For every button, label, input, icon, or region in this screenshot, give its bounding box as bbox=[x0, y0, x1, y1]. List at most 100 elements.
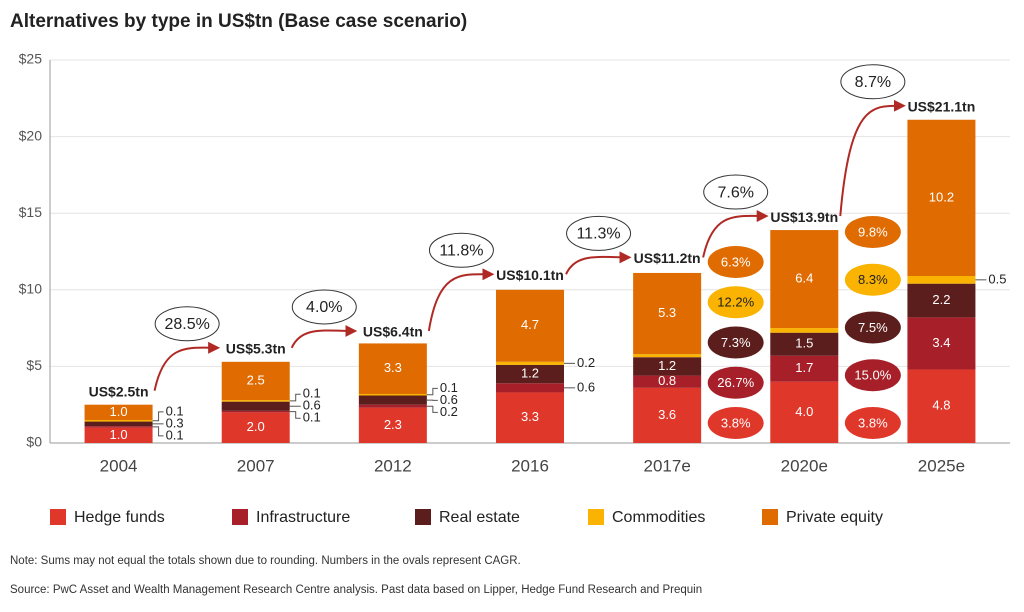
total-label: US$5.3tn bbox=[226, 341, 286, 357]
cagr-oval bbox=[707, 286, 764, 319]
legend-swatch bbox=[50, 509, 66, 525]
growth-label: 28.5% bbox=[164, 316, 209, 333]
cagr-label: 12.2% bbox=[717, 295, 754, 310]
legend-label: Real estate bbox=[439, 509, 520, 526]
bar-segment bbox=[221, 401, 290, 411]
total-label: US$13.9tn bbox=[770, 209, 838, 225]
x-tick-label: 2017e bbox=[644, 456, 691, 475]
data-label: 1.0 bbox=[110, 404, 128, 419]
data-label: 2.2 bbox=[932, 292, 950, 307]
bar-segment bbox=[770, 328, 839, 333]
legend-swatch bbox=[232, 509, 248, 525]
data-label: 0.2 bbox=[440, 404, 458, 419]
legend-swatch bbox=[415, 509, 431, 525]
data-label: 1.7 bbox=[795, 360, 813, 375]
data-label: 0.1 bbox=[166, 403, 184, 418]
growth-label: 11.8% bbox=[439, 242, 483, 259]
data-label: 5.3 bbox=[658, 305, 676, 320]
data-label: 0.3 bbox=[166, 415, 184, 430]
growth-oval bbox=[566, 215, 632, 251]
total-label: US$10.1tn bbox=[496, 267, 564, 283]
bar-segment bbox=[770, 381, 839, 443]
data-label: 0.1 bbox=[166, 427, 184, 442]
data-label: 2.5 bbox=[247, 372, 265, 387]
legend-label: Private equity bbox=[786, 509, 883, 526]
bar-segment bbox=[358, 343, 427, 394]
cagr-oval bbox=[844, 263, 901, 296]
bar-segment bbox=[907, 369, 976, 443]
bar-segment bbox=[907, 283, 976, 318]
bar-segment bbox=[221, 410, 290, 413]
data-label: 3.6 bbox=[658, 407, 676, 422]
data-label: 1.2 bbox=[521, 365, 539, 380]
total-label: US$11.2tn bbox=[634, 250, 701, 266]
data-label: 6.4 bbox=[795, 271, 813, 286]
bar-segment bbox=[496, 361, 564, 365]
label-connector bbox=[289, 411, 301, 419]
y-tick-label: $15 bbox=[19, 204, 43, 220]
data-label: 3.3 bbox=[384, 360, 402, 375]
label-connector bbox=[152, 411, 164, 422]
growth-arrow bbox=[153, 341, 221, 391]
bar-segment bbox=[633, 357, 702, 376]
growth-label: 8.7% bbox=[855, 74, 891, 91]
bar-segment bbox=[496, 364, 564, 384]
data-label: 0.1 bbox=[303, 386, 321, 401]
growth-oval bbox=[428, 232, 494, 268]
data-label: 0.1 bbox=[440, 380, 458, 395]
growth-arrow bbox=[839, 99, 906, 217]
bar-segment bbox=[633, 272, 702, 355]
y-tick-label: $20 bbox=[19, 127, 43, 143]
data-label: 0.6 bbox=[303, 398, 321, 413]
data-label: 2.0 bbox=[247, 419, 265, 434]
data-label: 4.8 bbox=[932, 398, 950, 413]
bar-segment bbox=[907, 317, 976, 370]
label-connector bbox=[426, 405, 438, 413]
label-connector bbox=[426, 387, 438, 396]
growth-arrow bbox=[702, 210, 769, 258]
data-label: 4.7 bbox=[521, 317, 539, 332]
growth-oval bbox=[154, 306, 220, 342]
total-label: US$6.4tn bbox=[363, 324, 423, 340]
x-tick-label: 2012 bbox=[374, 456, 412, 475]
legend-label: Hedge funds bbox=[74, 509, 165, 526]
legend-label: Commodities bbox=[612, 509, 705, 526]
cagr-label: 6.3% bbox=[721, 254, 751, 269]
growth-oval bbox=[291, 289, 357, 325]
x-tick-label: 2016 bbox=[511, 456, 549, 475]
cagr-oval bbox=[844, 216, 901, 248]
bar-segment bbox=[907, 119, 976, 277]
x-tick-label: 2004 bbox=[100, 456, 138, 475]
legend-swatch bbox=[762, 509, 778, 525]
bar-segment bbox=[358, 393, 427, 396]
label-connector bbox=[289, 393, 301, 402]
bar-segment bbox=[221, 412, 290, 443]
x-tick-label: 2020e bbox=[781, 456, 828, 475]
x-tick-label: 2007 bbox=[237, 456, 275, 475]
cagr-label: 7.3% bbox=[721, 335, 751, 350]
data-label: 1.2 bbox=[658, 358, 676, 373]
growth-arrow bbox=[427, 268, 495, 332]
data-label: 0.6 bbox=[577, 379, 595, 394]
data-label: 0.6 bbox=[440, 392, 458, 407]
cagr-label: 26.7% bbox=[717, 375, 754, 390]
data-label: 1.5 bbox=[795, 336, 813, 351]
data-label: 0.8 bbox=[658, 373, 676, 388]
cagr-label: 3.8% bbox=[858, 415, 888, 430]
data-label: 3.3 bbox=[521, 409, 539, 424]
bar-segment bbox=[633, 354, 702, 358]
growth-arrow bbox=[565, 251, 632, 275]
bar-segment bbox=[770, 355, 839, 382]
growth-oval bbox=[703, 174, 769, 210]
data-label: 1.0 bbox=[110, 427, 128, 442]
bar-segment bbox=[358, 407, 427, 443]
data-label: 2.3 bbox=[384, 417, 402, 432]
cagr-oval bbox=[707, 246, 764, 278]
y-tick-label: $25 bbox=[19, 51, 43, 67]
legend-label: Infrastructure bbox=[256, 509, 350, 526]
bar-segment bbox=[907, 276, 976, 284]
bar-segment bbox=[633, 375, 702, 388]
cagr-label: 3.8% bbox=[721, 415, 751, 430]
bar-segment bbox=[84, 427, 153, 443]
